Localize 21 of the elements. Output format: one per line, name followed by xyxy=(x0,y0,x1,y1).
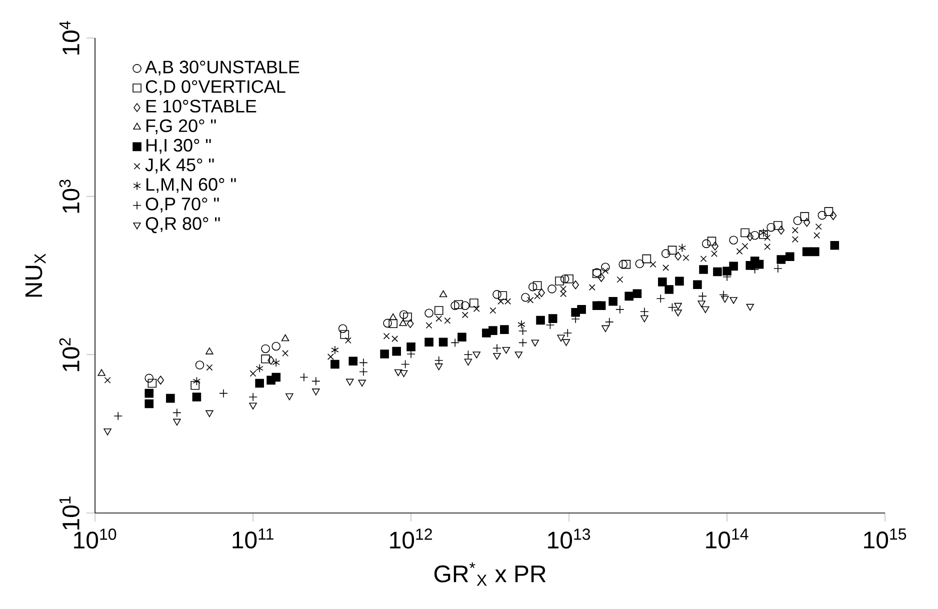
y-tick-label: 10$^{1}$ xyxy=(59,496,80,530)
legend-label: F,G 20° " xyxy=(146,119,216,134)
y-tick-label: 10$^{4}$ xyxy=(59,21,80,54)
legend-label: A,B 30°UNSTABLE xyxy=(145,60,300,76)
legend-label: O,P 70° " xyxy=(146,198,219,212)
y-tick-label: 10$^{3}$ xyxy=(59,180,80,213)
x-tick-label: 10$^{10}$ xyxy=(74,528,116,549)
legend-label: Q,R 80° " xyxy=(146,217,220,234)
y-axis-title: NU$_{X}$ xyxy=(25,254,46,297)
x-tick-label: 10$^{14}$ xyxy=(706,528,748,548)
x-tick-label: 10$^{15}$ xyxy=(864,528,906,548)
x-tick-label: 10$^{12}$ xyxy=(390,528,432,549)
legend-label: C,D 0°VERTICAL xyxy=(146,80,286,96)
x-tick-label: 10$^{11}$ xyxy=(232,528,274,548)
x-tick-label: 10$^{13}$ xyxy=(548,528,590,549)
legend-label: E 10°STABLE xyxy=(146,100,256,113)
x-axis-title: GR$^{*}$$_{X}$ x PR xyxy=(434,562,546,586)
legend-label: L,M,N 60° " xyxy=(146,178,236,193)
legend-label: J,K 45° " xyxy=(145,158,214,174)
legend-label: H,I 30° " xyxy=(146,138,211,154)
y-tick-label: 10$^{2}$ xyxy=(59,338,80,372)
